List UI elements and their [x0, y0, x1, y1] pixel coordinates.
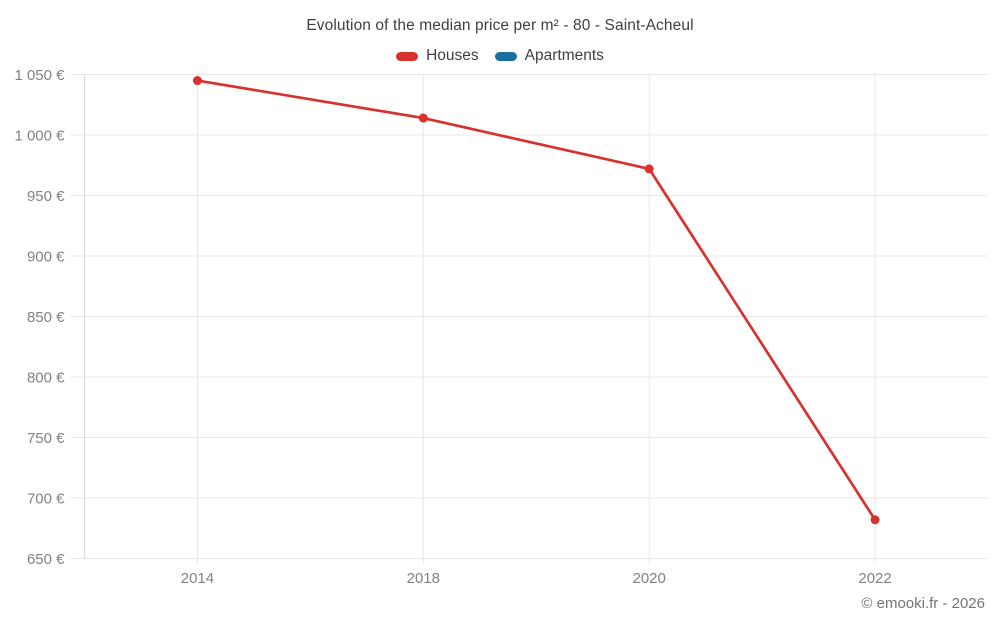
x-tick-label: 2022	[858, 570, 891, 587]
y-tick-label: 1 000 €	[14, 128, 65, 145]
houses-line	[196, 79, 877, 522]
houses-data-point[interactable]	[644, 164, 654, 174]
legend-item-apartments[interactable]: Apartments	[494, 47, 604, 65]
y-tick-label: 850 €	[27, 309, 65, 326]
y-tick-label: 700 €	[27, 491, 65, 508]
houses-data-point[interactable]	[192, 76, 202, 86]
y-tick-label: 1 050 €	[14, 67, 65, 84]
legend-label-apartments: Apartments	[524, 47, 604, 64]
apartments-series-swatch-icon	[494, 51, 517, 61]
legend-label-houses: Houses	[426, 47, 479, 64]
y-tick-label: 900 €	[27, 249, 65, 266]
legend: Houses Apartments	[0, 47, 1000, 65]
houses-data-point[interactable]	[418, 113, 428, 123]
y-tick-label: 800 €	[27, 370, 65, 387]
x-tick-label: 2020	[633, 570, 666, 587]
x-tick-label: 2018	[407, 570, 440, 587]
houses-data-point[interactable]	[870, 515, 880, 525]
chart-title: Evolution of the median price per m² - 8…	[306, 17, 694, 34]
y-tick-label: 750 €	[27, 430, 65, 447]
x-tick-label: 2014	[181, 570, 214, 587]
houses-series-swatch-icon	[396, 51, 419, 61]
legend-item-houses[interactable]: Houses	[396, 47, 479, 65]
y-tick-label: 650 €	[27, 551, 65, 568]
y-tick-label: 950 €	[27, 188, 65, 205]
copyright-footer: © emooki.fr - 2026	[861, 595, 985, 612]
